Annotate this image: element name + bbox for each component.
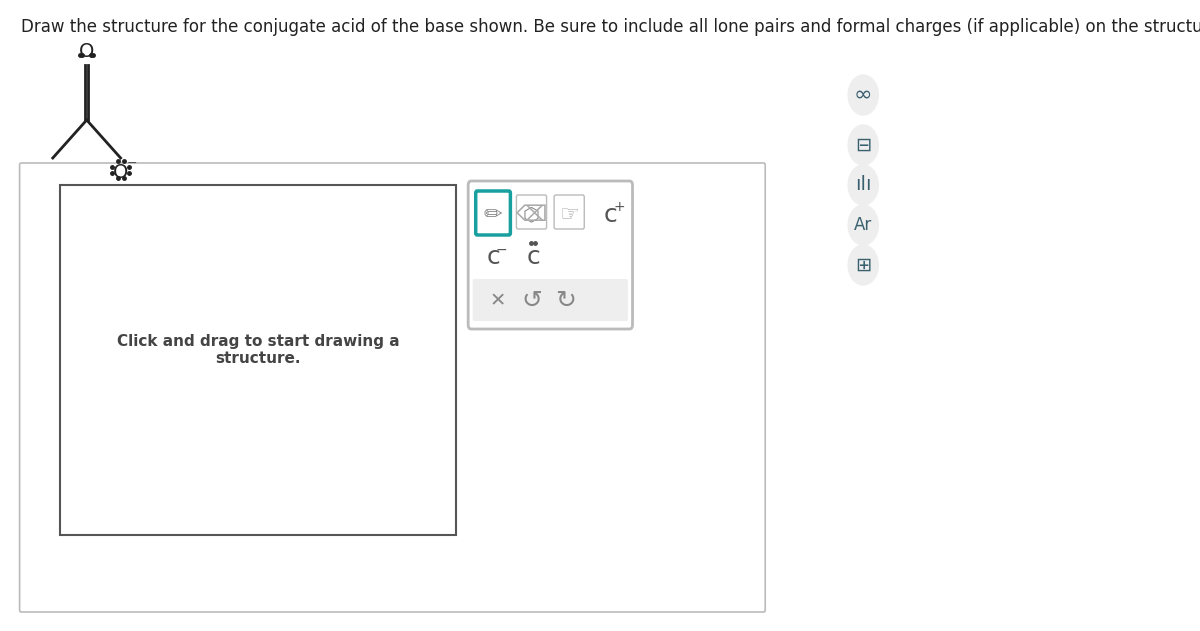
Text: Click and drag to start drawing a
structure.: Click and drag to start drawing a struct…	[116, 334, 400, 366]
Text: ⊞: ⊞	[856, 256, 871, 274]
Text: c: c	[526, 245, 540, 269]
Text: O: O	[79, 42, 95, 61]
Text: +: +	[613, 200, 625, 214]
Text: Draw the structure for the conjugate acid of the base shown. Be sure to include : Draw the structure for the conjugate aci…	[22, 18, 1200, 36]
FancyBboxPatch shape	[475, 191, 510, 235]
Text: c: c	[486, 245, 500, 269]
Text: ⌫: ⌫	[516, 205, 547, 225]
FancyBboxPatch shape	[554, 195, 584, 229]
Text: ⊟: ⊟	[856, 136, 871, 155]
Circle shape	[848, 205, 878, 245]
FancyBboxPatch shape	[516, 195, 546, 229]
Circle shape	[848, 75, 878, 115]
Text: ∞: ∞	[854, 85, 872, 105]
Text: Ar: Ar	[854, 216, 872, 234]
Text: ✕: ✕	[490, 292, 505, 310]
FancyBboxPatch shape	[60, 185, 456, 535]
Text: −: −	[496, 243, 508, 257]
Circle shape	[848, 245, 878, 285]
Text: ☞: ☞	[559, 205, 580, 225]
Circle shape	[848, 125, 878, 165]
Text: ⬡: ⬡	[523, 206, 540, 225]
Text: ılı: ılı	[854, 175, 871, 194]
Circle shape	[848, 165, 878, 205]
FancyBboxPatch shape	[468, 181, 632, 329]
Text: −: −	[127, 157, 137, 170]
Text: ↺: ↺	[521, 289, 542, 313]
Text: c: c	[604, 203, 618, 227]
Text: ↻: ↻	[554, 289, 576, 313]
Text: ✏: ✏	[484, 205, 503, 225]
Text: O: O	[113, 163, 128, 182]
FancyBboxPatch shape	[473, 279, 628, 321]
FancyBboxPatch shape	[19, 163, 766, 612]
